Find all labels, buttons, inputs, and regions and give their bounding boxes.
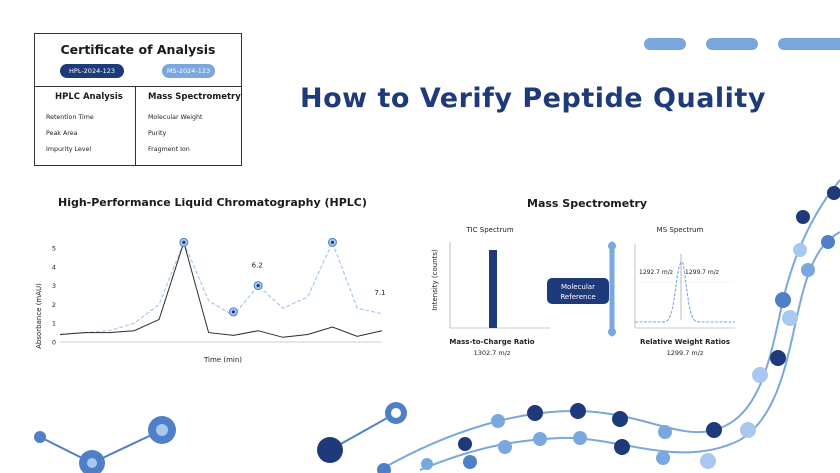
peak-marker-center — [256, 284, 260, 288]
row-label: Molecular Weight — [148, 114, 203, 121]
decor-atom — [463, 455, 477, 469]
decor-atom — [148, 416, 176, 444]
decor-atom — [827, 186, 840, 200]
decor-bar — [644, 38, 686, 50]
peak-label: 6.2 — [252, 262, 263, 270]
decor-atom — [782, 310, 798, 326]
ms-spectrum-value: 1299.7 m/z — [667, 349, 704, 357]
decor-atom — [570, 403, 586, 419]
hplc-series-2 — [59, 240, 383, 336]
decor-bond — [39, 429, 163, 465]
decor-atom — [658, 425, 672, 439]
decor-atom — [527, 405, 543, 421]
decor-atom — [491, 414, 505, 428]
decor-atom — [156, 424, 168, 436]
ms-spectrum-title: MS Spectrum — [657, 226, 704, 234]
certificate-card: Certificate of Analysis HPL-2024-123 MS-… — [34, 33, 242, 166]
hplc-heading: HPLC Analysis — [55, 92, 123, 102]
molecular-reference: Molecular Reference — [547, 241, 616, 337]
ms-heading: Mass Spectrometry — [148, 92, 241, 102]
ms-spectrum-chart: MS Spectrum 1292.7 m/z 1299.7 m/z Relati… — [634, 226, 735, 357]
decor-atom — [770, 350, 786, 366]
decor-bar — [706, 38, 758, 50]
decor-atom — [34, 431, 46, 443]
decor-atom — [391, 408, 401, 418]
row-label: Retention Time — [46, 114, 94, 121]
hplc-ylabel: Absorbance (mAU) — [35, 283, 43, 349]
y-tick-label: 4 — [52, 263, 56, 271]
decor-atom — [700, 453, 716, 469]
decor-atom — [614, 439, 630, 455]
page-title: How to Verify Peptide Quality — [300, 83, 766, 114]
peak-marker-center — [231, 310, 235, 314]
decor-atom — [498, 440, 512, 454]
divider — [135, 86, 136, 165]
annotation: 1299.7 m/z — [685, 269, 719, 276]
ms-badge: MS-2024-123 — [162, 64, 215, 78]
decor-atom — [656, 451, 670, 465]
decor-atom — [796, 210, 810, 224]
decor-atom — [458, 437, 472, 451]
row-label: Impurity Level — [46, 146, 92, 153]
peak-label: 7.1 — [374, 289, 385, 297]
decor-atom — [775, 292, 791, 308]
certificate-title: Certificate of Analysis — [60, 42, 216, 57]
reference-label: Molecular — [561, 283, 595, 291]
decor-atom — [740, 422, 756, 438]
decor-atom — [87, 458, 97, 468]
peak-marker-center — [182, 240, 186, 244]
tic-bar — [489, 250, 497, 328]
decor-atom — [421, 458, 433, 470]
decor-bond — [329, 412, 397, 451]
y-tick-label: 3 — [52, 282, 56, 290]
hplc-xlabel: Time (min) — [203, 356, 242, 364]
decor-atom — [533, 432, 547, 446]
divider — [35, 86, 241, 87]
hplc-badge: HPL-2024-123 — [60, 64, 124, 78]
row-label: Peak Area — [46, 130, 78, 137]
decor-atom — [79, 450, 105, 473]
hplc-series-1 — [59, 240, 383, 338]
hplc-section-title: High-Performance Liquid Chromatography (… — [58, 196, 367, 209]
decor-atom — [612, 411, 628, 427]
decor-atom — [752, 367, 768, 383]
tic-value: 1302.7 m/z — [474, 349, 511, 357]
tic-chart: TIC Spectrum Intensity (counts) Mass-to-… — [431, 226, 550, 357]
decor-atom — [377, 463, 391, 473]
decor-atom — [573, 431, 587, 445]
ms-section-title: Mass Spectrometry — [527, 197, 648, 210]
tic-xlabel: Mass-to-Charge Ratio — [449, 338, 534, 346]
decor-atom — [793, 243, 807, 257]
reference-label: Reference — [560, 293, 595, 301]
decor-atom — [821, 235, 835, 249]
decor-atom — [801, 263, 815, 277]
decor-atom — [706, 422, 722, 438]
y-tick-label: 0 — [52, 339, 56, 347]
y-tick-label: 1 — [52, 320, 56, 328]
y-tick-label: 5 — [52, 245, 56, 253]
tic-ylabel: Intensity (counts) — [431, 249, 439, 311]
row-label: Fragment Ion — [148, 146, 190, 153]
tic-title: TIC Spectrum — [465, 226, 514, 234]
row-label: Purity — [148, 130, 167, 137]
peak-marker-center — [330, 240, 335, 244]
y-tick-label: 2 — [52, 301, 56, 309]
ms-spectrum-xlabel: Relative Weight Ratios — [640, 338, 730, 346]
decor-atom — [317, 437, 343, 463]
decor-atom — [385, 402, 407, 424]
annotation: 1292.7 m/z — [639, 269, 673, 276]
decor-bar — [778, 38, 840, 50]
